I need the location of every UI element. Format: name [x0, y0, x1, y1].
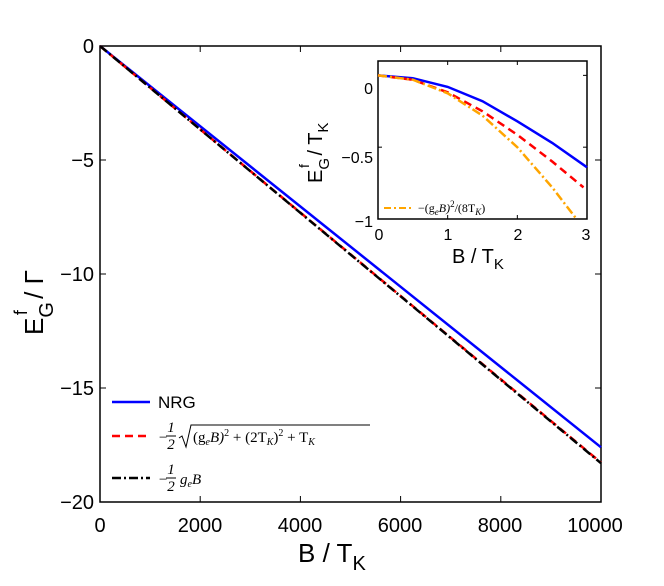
- main-series: [99, 45, 602, 465]
- inset-plot: 0 1 2 3 0 −0.5 −1 −(geB)2/(8TK) B / TK E…: [296, 60, 591, 273]
- inset-y-tick-label: 0: [364, 81, 373, 98]
- main-x-tick-label: 4000: [278, 515, 323, 537]
- svg-text:−: −: [158, 430, 168, 446]
- svg-text:−: −: [158, 472, 168, 488]
- legend-label-sqrt: − 1 2 (geB)2 + (2TK)2 + TK: [158, 420, 370, 453]
- main-y-tick-label: −15: [60, 378, 94, 400]
- svg-text:1: 1: [167, 462, 175, 478]
- main-x-tick-label: 2000: [178, 515, 223, 537]
- inset-plot-frame: [377, 60, 588, 220]
- inset-x-tick-label: 1: [444, 227, 453, 244]
- inset-x-tick-label: 3: [582, 227, 591, 244]
- main-y-tick-label: −20: [60, 492, 94, 514]
- svg-text:1: 1: [167, 420, 175, 436]
- inset-y-axis-label: EGf / TK: [296, 123, 333, 183]
- legend-sqrt-formula: (geB)2 + (2TK)2 + TK: [193, 428, 316, 448]
- inset-x-tick-label: 0: [375, 227, 384, 244]
- legend-linear-formula: geB: [180, 472, 201, 490]
- svg-text:2: 2: [167, 437, 175, 453]
- main-x-tick-label: 10000: [567, 515, 623, 537]
- main-x-axis-label: B / TK: [298, 538, 366, 575]
- main-y-axis-label: EGf / Γ: [11, 270, 58, 335]
- inset-y-tick-labels: 0 −0.5 −1: [341, 81, 373, 231]
- main-x-tick-label: 8000: [478, 515, 523, 537]
- main-x-tick-label: 0: [94, 515, 105, 537]
- legend-label-nrg: NRG: [158, 393, 196, 412]
- legend-label-linear: − 1 2 geB: [158, 462, 201, 495]
- main-x-tick-label: 6000: [378, 515, 423, 537]
- main-y-tick-labels: 0 −5 −10 −15 −20: [60, 36, 94, 514]
- main-y-tick-label: −10: [60, 264, 94, 286]
- svg-text:2: 2: [167, 479, 175, 495]
- inset-series: [377, 74, 588, 220]
- inset-series-sqrt: [377, 74, 585, 189]
- main-series-NRG: [99, 45, 602, 449]
- inset-x-tick-label: 2: [514, 227, 523, 244]
- sqrt-sign: [178, 424, 370, 449]
- main-y-tick-label: −5: [71, 150, 94, 172]
- inset-legend-label-quadratic: −(geB)2/(8TK): [418, 199, 485, 217]
- inset-series-NRG: [377, 74, 588, 169]
- inset-series-quadratic: [377, 74, 578, 220]
- inset-y-tick-label: −1: [355, 214, 373, 231]
- inset-x-axis-label: B / TK: [452, 246, 504, 273]
- inset-x-tick-labels: 0 1 2 3: [375, 227, 591, 244]
- main-legend: NRG − 1 2 (geB)2 + (2TK)2 + TK − 1 2 geB: [112, 393, 370, 495]
- main-y-tick-label: 0: [83, 36, 94, 58]
- main-x-tick-labels: 0 2000 4000 6000 8000 10000: [94, 515, 622, 537]
- main-series-linear: [99, 45, 602, 465]
- main-ticks: [99, 45, 602, 503]
- inset-y-tick-label: −0.5: [341, 150, 373, 167]
